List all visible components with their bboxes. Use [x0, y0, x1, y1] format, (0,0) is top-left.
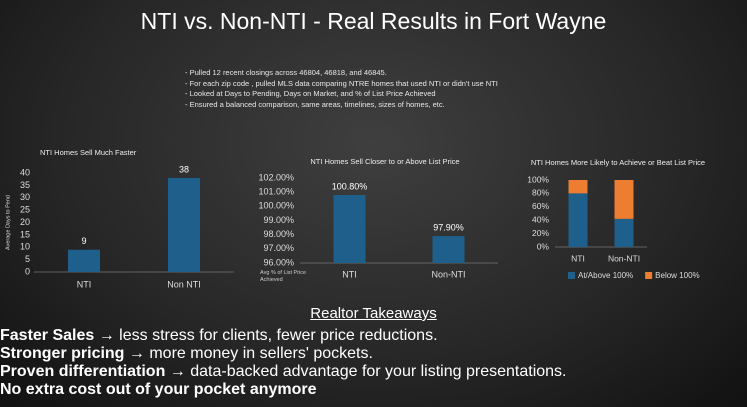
x-tick-label: Non-NTI	[608, 253, 640, 263]
takeaway-text: → less stress for clients, fewer price r…	[94, 327, 438, 344]
y-tick-label: 97.00%	[263, 243, 294, 253]
y-tick-label: 80%	[532, 188, 549, 198]
y-tick-label: 20	[20, 217, 30, 227]
y-tick-label: 20%	[532, 228, 549, 238]
y-tick-label: 30	[20, 192, 30, 202]
bar	[68, 249, 100, 272]
takeaway-bold: Proven differentiation	[0, 363, 166, 380]
slide-title: NTI vs. Non-NTI - Real Results in Fort W…	[140, 8, 607, 34]
note: - Ensured a balanced comparison, same ar…	[185, 99, 445, 109]
note: - Pulled 12 recent closings across 46804…	[185, 68, 387, 77]
bar-segment	[568, 193, 588, 247]
y-tick-label: 101.00%	[258, 187, 294, 197]
x-tick-label: Non NTI	[167, 279, 201, 289]
bar-segment	[614, 218, 634, 247]
x-tick-label: NTI	[77, 279, 92, 289]
legend-label: Below 100%	[655, 271, 699, 280]
legend-label: At/Above 100%	[578, 271, 633, 280]
notes: - Pulled 12 recent closings across 46804…	[185, 68, 498, 110]
chart-title: NTI Homes Sell Closer to or Above List P…	[310, 157, 459, 166]
y-tick-label: 98.00%	[263, 229, 294, 239]
y-tick-label: 25	[20, 205, 30, 215]
takeaways: Faster Sales → less stress for clients, …	[0, 327, 747, 399]
value-label: 38	[179, 164, 189, 174]
bar-segment	[614, 180, 634, 219]
value-label: 9	[81, 236, 86, 246]
takeaways-title: Realtor Takeaways	[310, 305, 437, 322]
takeaway-text: → more money in sellers' pockets.	[124, 345, 373, 362]
takeaway: Proven differentiation → data-backed adv…	[0, 363, 747, 381]
legend-swatch	[568, 272, 575, 279]
y-tick-label: 99.00%	[263, 215, 294, 225]
takeaway-bold: Stronger pricing	[0, 345, 125, 362]
y-tick-label: 96.00%	[263, 257, 294, 267]
value-label: 100.80%	[332, 181, 368, 191]
y-tick-label: 35	[20, 180, 30, 190]
chart-title: NTI Homes Sell Much Faster	[40, 148, 137, 157]
chart-title: NTI Homes More Likely to Achieve or Beat…	[531, 158, 705, 167]
value-label: 97.90%	[433, 222, 464, 232]
x-tick-label: NTI	[342, 269, 357, 279]
takeaway: Stronger pricing → more money in sellers…	[0, 345, 747, 363]
y-tick-label: 40%	[532, 214, 549, 224]
note: - Looked at Days to Pending, Days on Mar…	[185, 89, 436, 98]
y-tick-label: 0%	[537, 241, 550, 251]
takeaway-bold: Faster Sales	[0, 327, 95, 344]
bar	[333, 195, 366, 263]
y-axis-label: Avg % of List Price Achieved	[260, 270, 307, 283]
y-tick-label: 0	[25, 266, 30, 276]
x-tick-label: NTI	[571, 253, 585, 263]
note: - For each zip code , pulled MLS data co…	[185, 78, 498, 88]
y-tick-label: 15	[20, 229, 30, 239]
y-tick-label: 102.00%	[258, 172, 294, 182]
takeaway: Faster Sales → less stress for clients, …	[0, 327, 747, 345]
y-tick-label: 5	[25, 254, 30, 264]
takeaway-text: → data-backed advantage for your listing…	[165, 363, 567, 380]
y-tick-label: 40	[20, 167, 30, 177]
takeaway-bold: No extra cost out of your pocket anymore	[0, 381, 317, 398]
legend-swatch	[645, 272, 653, 279]
y-tick-label: 60%	[532, 201, 549, 211]
y-tick-label: 100.00%	[258, 201, 294, 211]
x-tick-label: Non-NTI	[431, 269, 465, 279]
y-tick-label: 10	[20, 242, 30, 252]
bar	[432, 236, 465, 263]
bar-segment	[568, 180, 588, 194]
y-tick-label: 100%	[527, 174, 549, 184]
bar	[168, 177, 200, 272]
y-axis-label: Average Days to Pend	[5, 195, 11, 250]
takeaway: No extra cost out of your pocket anymore	[0, 381, 747, 399]
